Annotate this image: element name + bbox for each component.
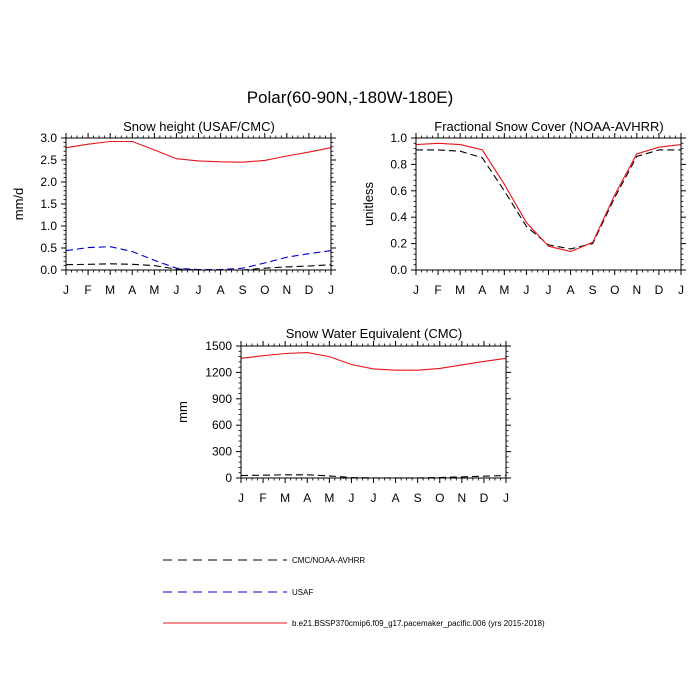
x-tick-label: J bbox=[196, 283, 202, 297]
x-tick-label: J bbox=[413, 283, 419, 297]
legend: CMC/NOAA-AVHRR USAF b.e21.BSSP370cmip6.f… bbox=[163, 556, 545, 628]
x-tick-label: J bbox=[328, 283, 334, 297]
series-line-b bbox=[240, 352, 507, 371]
x-tick-label: O bbox=[610, 283, 619, 297]
x-tick-label: A bbox=[392, 491, 400, 505]
x-tick-label: N bbox=[457, 491, 466, 505]
y-tick-label: 0.2 bbox=[390, 237, 407, 251]
y-tick-label: 1200 bbox=[205, 365, 232, 379]
x-tick-label: J bbox=[523, 283, 529, 297]
y-tick-label: 1.0 bbox=[40, 219, 57, 233]
x-tick-label: J bbox=[63, 283, 69, 297]
x-tick-label: J bbox=[371, 491, 377, 505]
figure-title: Polar(60-90N,-180W-180E) bbox=[247, 88, 454, 107]
y-tick-label: 0 bbox=[225, 471, 232, 485]
x-tick-label: J bbox=[238, 491, 244, 505]
y-tick-label: 900 bbox=[212, 392, 232, 406]
x-tick-label: S bbox=[589, 283, 597, 297]
y-tick-label: 1.0 bbox=[390, 131, 407, 145]
y-tick-label: 0.4 bbox=[390, 210, 407, 224]
y-axis-label: unitless bbox=[361, 181, 376, 226]
y-tick-label: 0.0 bbox=[40, 263, 57, 277]
x-tick-label: J bbox=[546, 283, 552, 297]
x-tick-label: S bbox=[239, 283, 247, 297]
legend-item-usaf: USAF bbox=[163, 588, 313, 597]
chart-title: Snow Water Equivalent (CMC) bbox=[286, 326, 463, 341]
plot-frame bbox=[415, 137, 682, 271]
series-line-b bbox=[415, 142, 682, 253]
x-tick-label: M bbox=[499, 283, 509, 297]
x-tick-label: O bbox=[435, 491, 444, 505]
y-tick-label: 3.0 bbox=[40, 131, 57, 145]
x-tick-label: M bbox=[105, 283, 115, 297]
x-tick-label: M bbox=[280, 491, 290, 505]
x-tick-label: M bbox=[455, 283, 465, 297]
y-tick-label: 600 bbox=[212, 418, 232, 432]
x-tick-label: D bbox=[305, 283, 314, 297]
legend-item-cmc: CMC/NOAA-AVHRR bbox=[163, 556, 365, 565]
series-line-usaf bbox=[65, 246, 332, 271]
series-line-b bbox=[65, 140, 332, 163]
x-tick-label: S bbox=[414, 491, 422, 505]
chart-title: Snow height (USAF/CMC) bbox=[123, 119, 275, 134]
y-axis-label: mm/d bbox=[11, 188, 26, 221]
x-tick-label: M bbox=[324, 491, 334, 505]
y-tick-label: 300 bbox=[212, 445, 232, 459]
legend-label-cmc: CMC/NOAA-AVHRR bbox=[292, 556, 365, 565]
x-tick-label: A bbox=[567, 283, 575, 297]
x-tick-label: F bbox=[259, 491, 266, 505]
y-tick-label: 2.0 bbox=[40, 175, 57, 189]
y-tick-label: 0.0 bbox=[390, 263, 407, 277]
y-tick-label: 0.8 bbox=[390, 157, 407, 171]
series-line-cmc bbox=[240, 474, 507, 479]
y-tick-label: 1500 bbox=[205, 339, 232, 353]
chart-title: Fractional Snow Cover (NOAA-AVHRR) bbox=[434, 119, 663, 134]
fractional-snow-cover-panel: Fractional Snow Cover (NOAA-AVHRR) unitl… bbox=[361, 119, 686, 297]
y-tick-label: 0.6 bbox=[390, 184, 407, 198]
legend-label-model: b.e21.BSSP370cmip6.f09_g17.pacemaker_pac… bbox=[292, 619, 545, 628]
x-tick-label: D bbox=[655, 283, 664, 297]
x-tick-label: J bbox=[503, 491, 509, 505]
series-line-cmc bbox=[416, 149, 681, 250]
x-tick-label: A bbox=[128, 283, 136, 297]
y-tick-label: 2.5 bbox=[40, 153, 57, 167]
x-tick-label: A bbox=[217, 283, 225, 297]
legend-item-model: b.e21.BSSP370cmip6.f09_g17.pacemaker_pac… bbox=[163, 619, 545, 628]
x-tick-label: J bbox=[348, 491, 354, 505]
x-tick-label: O bbox=[260, 283, 269, 297]
plot-frame bbox=[240, 345, 507, 479]
plot-frame bbox=[65, 137, 332, 271]
y-axis-label: mm bbox=[175, 401, 190, 423]
x-tick-label: N bbox=[282, 283, 291, 297]
legend-label-usaf: USAF bbox=[292, 588, 313, 597]
x-tick-label: F bbox=[434, 283, 441, 297]
x-tick-label: J bbox=[173, 283, 179, 297]
y-tick-label: 0.5 bbox=[40, 241, 57, 255]
x-tick-label: A bbox=[303, 491, 311, 505]
x-tick-label: J bbox=[678, 283, 684, 297]
x-tick-label: D bbox=[480, 491, 489, 505]
x-tick-label: A bbox=[478, 283, 486, 297]
x-tick-label: F bbox=[84, 283, 91, 297]
x-tick-label: M bbox=[149, 283, 159, 297]
x-tick-label: N bbox=[632, 283, 641, 297]
y-tick-label: 1.5 bbox=[40, 197, 57, 211]
